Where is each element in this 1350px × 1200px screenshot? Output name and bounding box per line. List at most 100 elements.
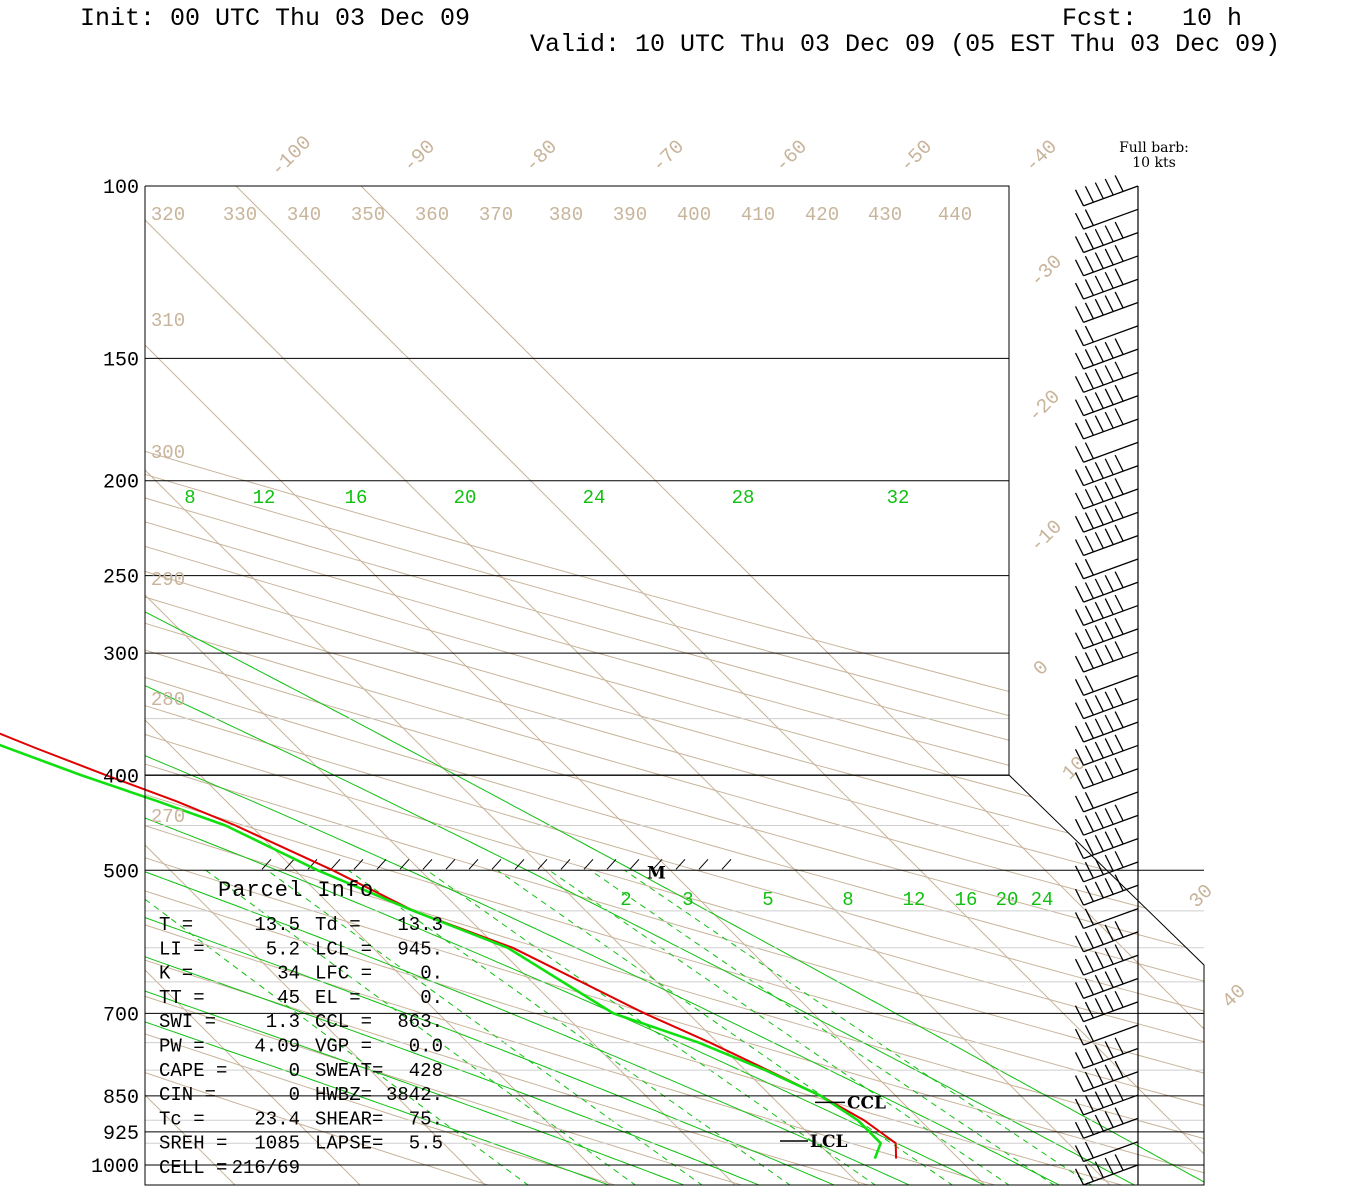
mixing-ratio-label: 12 [903,889,926,911]
parcel-info-cell: VGP = [315,1036,372,1058]
hatch-mark [652,858,663,870]
wind-barb [1074,361,1139,393]
isotherm-line [145,186,862,1185]
wind-barb [1074,1037,1139,1069]
parcel-info-cell: 1085 [254,1133,300,1155]
wind-barb [1074,711,1139,743]
isotherm-label: -100 [267,132,317,182]
hatch-mark [629,858,640,870]
theta-label: 400 [677,204,711,226]
hatch-mark [537,858,548,870]
parcel-info-cell: K = [159,963,193,985]
wind-barb [1074,1084,1139,1116]
isotherm-label: -80 [521,136,563,178]
wind-barb [1074,175,1139,207]
isotherm-line [0,164,111,1185]
theta-label: 380 [549,204,583,226]
isotherm-line [145,186,362,1185]
parcel-info-cell: 5.5 [409,1133,443,1155]
parcel-info-cell: SWEAT= [315,1060,383,1082]
mixing-ratio-label: 8 [184,487,195,509]
isotherm-line [213,186,1204,1185]
mixing-ratio-line [348,870,791,1185]
forecast-hour: Fcst: 10 h [1062,4,1243,33]
dry-adiabat-line [145,186,491,1185]
hatch-mark [261,858,272,870]
parcel-info-cell: CAPE = [159,1060,227,1082]
mixing-ratio-label: 24 [1031,889,1054,911]
ccl-label: CCL [847,1093,886,1113]
parcel-info-cell: LCL = [315,938,372,960]
mixing-ratio-label: 8 [842,889,853,911]
theta-label: 340 [287,204,321,226]
wind-barb [1074,1154,1139,1186]
mixing-ratio-label: 2 [620,889,631,911]
moist-adiabat-line [145,480,1061,1185]
hatch-mark [376,858,387,870]
wind-barb [1074,967,1139,999]
wind-barb [1074,338,1139,370]
parcel-info-cell: T = [159,914,193,936]
pressure-tick-label: 300 [103,644,139,667]
plot-frame [144,185,1205,1186]
wind-barb [1074,501,1139,533]
wind-barb [1074,804,1139,836]
moist-adiabat-line [145,480,986,1185]
hatch-mark [445,858,456,870]
max-wind-marker: M [647,863,666,883]
parcel-info-cell: 13.3 [397,914,443,936]
theta-label: 300 [151,442,185,464]
lcl-label: LCL [810,1132,847,1152]
parcel-info-cell: SREH = [159,1133,227,1155]
parcel-info-cell: 4.09 [254,1036,300,1058]
pressure-tick-label: 150 [103,349,139,372]
isobars [145,185,1204,1166]
parcel-info-cell: 863. [397,1011,443,1033]
moist-adiabat-line [145,480,686,1185]
pressure-tick-label: 925 [103,1123,139,1146]
dry-adiabat-line [145,186,1204,1185]
theta-label: 350 [351,204,385,226]
isotherm-label: 10 [1058,752,1091,785]
theta-label: 390 [613,204,647,226]
parcel-info-cell: 216/69 [232,1157,300,1179]
parcel-info-cell: 3842. [386,1084,443,1106]
hatch-mark [399,858,410,870]
pressure-tick-label: 400 [103,766,139,789]
isotherm-line [145,186,737,1185]
mixing-ratio-label: 16 [345,487,368,509]
hatch-mark [583,858,594,870]
barb-legend-line2: 10 kts [1132,155,1176,171]
isotherm-label: -10 [1026,516,1068,558]
wind-barb [1074,990,1139,1023]
hatch-mark [675,858,686,870]
hatch-mark [560,858,571,870]
dry-adiabat-line [145,186,744,1185]
wind-barb [1074,291,1139,323]
mixing-ratio-line [267,870,703,1185]
mixing-ratio-label: 20 [454,487,477,509]
wind-barb [1074,245,1139,277]
wind-barb [1074,907,1139,930]
theta-label: 320 [151,204,185,226]
hatch-mark [468,858,479,870]
isotherm-label: -70 [648,136,690,178]
pressure-tick-label: 1000 [91,1156,139,1179]
parcel-info-box: Parcel Info T = 13.5 Td = 13.3 LI = 5.2 LCL = 9… [159,878,443,1179]
pressure-tick-label: 850 [103,1087,139,1110]
theta-label: 430 [868,204,902,226]
wind-barb [1074,1107,1139,1139]
mixing-ratio-line [590,870,1055,1185]
isotherm-label: 40 [1218,980,1251,1013]
theta-label: 280 [151,689,185,711]
parcel-info-cell: 428 [409,1060,443,1082]
parcel-info-cell: HWBZ= [315,1084,372,1106]
theta-label: 290 [151,569,185,591]
parcel-info-cell: 23.4 [254,1108,300,1130]
pressure-tick-label: 200 [103,472,139,495]
dry-adiabat-line [145,186,1204,1185]
wind-barb [1074,325,1139,347]
mixing-ratio-label: 32 [887,487,910,509]
wind-barb [1074,524,1139,557]
